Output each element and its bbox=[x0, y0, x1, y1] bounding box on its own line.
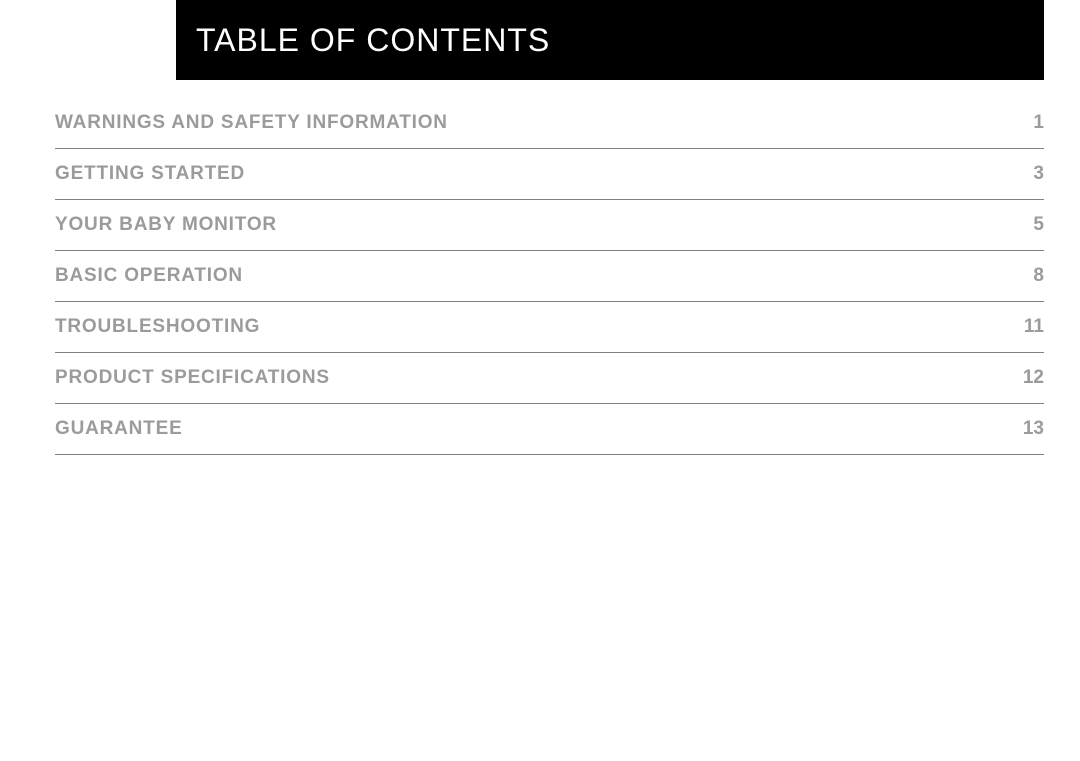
toc-section-label: GUARANTEE bbox=[55, 418, 183, 440]
toc-row: TROUBLESHOOTING 11 bbox=[55, 302, 1044, 353]
toc-section-label: BASIC OPERATION bbox=[55, 265, 243, 287]
header-bar: TABLE OF CONTENTS bbox=[176, 0, 1044, 80]
toc-section-label: TROUBLESHOOTING bbox=[55, 316, 260, 338]
toc-row: YOUR BABY MONITOR 5 bbox=[55, 200, 1044, 251]
toc-row: GETTING STARTED 3 bbox=[55, 149, 1044, 200]
toc-section-label: GETTING STARTED bbox=[55, 163, 245, 185]
page-title: TABLE OF CONTENTS bbox=[196, 22, 550, 59]
toc-page-number: 11 bbox=[1024, 316, 1044, 338]
toc-page-number: 12 bbox=[1023, 367, 1044, 389]
toc-page-number: 5 bbox=[1033, 214, 1044, 236]
toc-page-number: 8 bbox=[1033, 265, 1044, 287]
toc-page-number: 3 bbox=[1033, 163, 1044, 185]
toc-row: PRODUCT SPECIFICATIONS 12 bbox=[55, 353, 1044, 404]
toc-row: GUARANTEE 13 bbox=[55, 404, 1044, 455]
toc-page-number: 1 bbox=[1033, 112, 1044, 134]
toc-list: WARNINGS AND SAFETY INFORMATION 1 GETTIN… bbox=[55, 98, 1044, 455]
toc-row: WARNINGS AND SAFETY INFORMATION 1 bbox=[55, 98, 1044, 149]
toc-section-label: WARNINGS AND SAFETY INFORMATION bbox=[55, 112, 448, 134]
toc-row: BASIC OPERATION 8 bbox=[55, 251, 1044, 302]
toc-section-label: YOUR BABY MONITOR bbox=[55, 214, 277, 236]
toc-section-label: PRODUCT SPECIFICATIONS bbox=[55, 367, 330, 389]
toc-page-number: 13 bbox=[1023, 418, 1044, 440]
